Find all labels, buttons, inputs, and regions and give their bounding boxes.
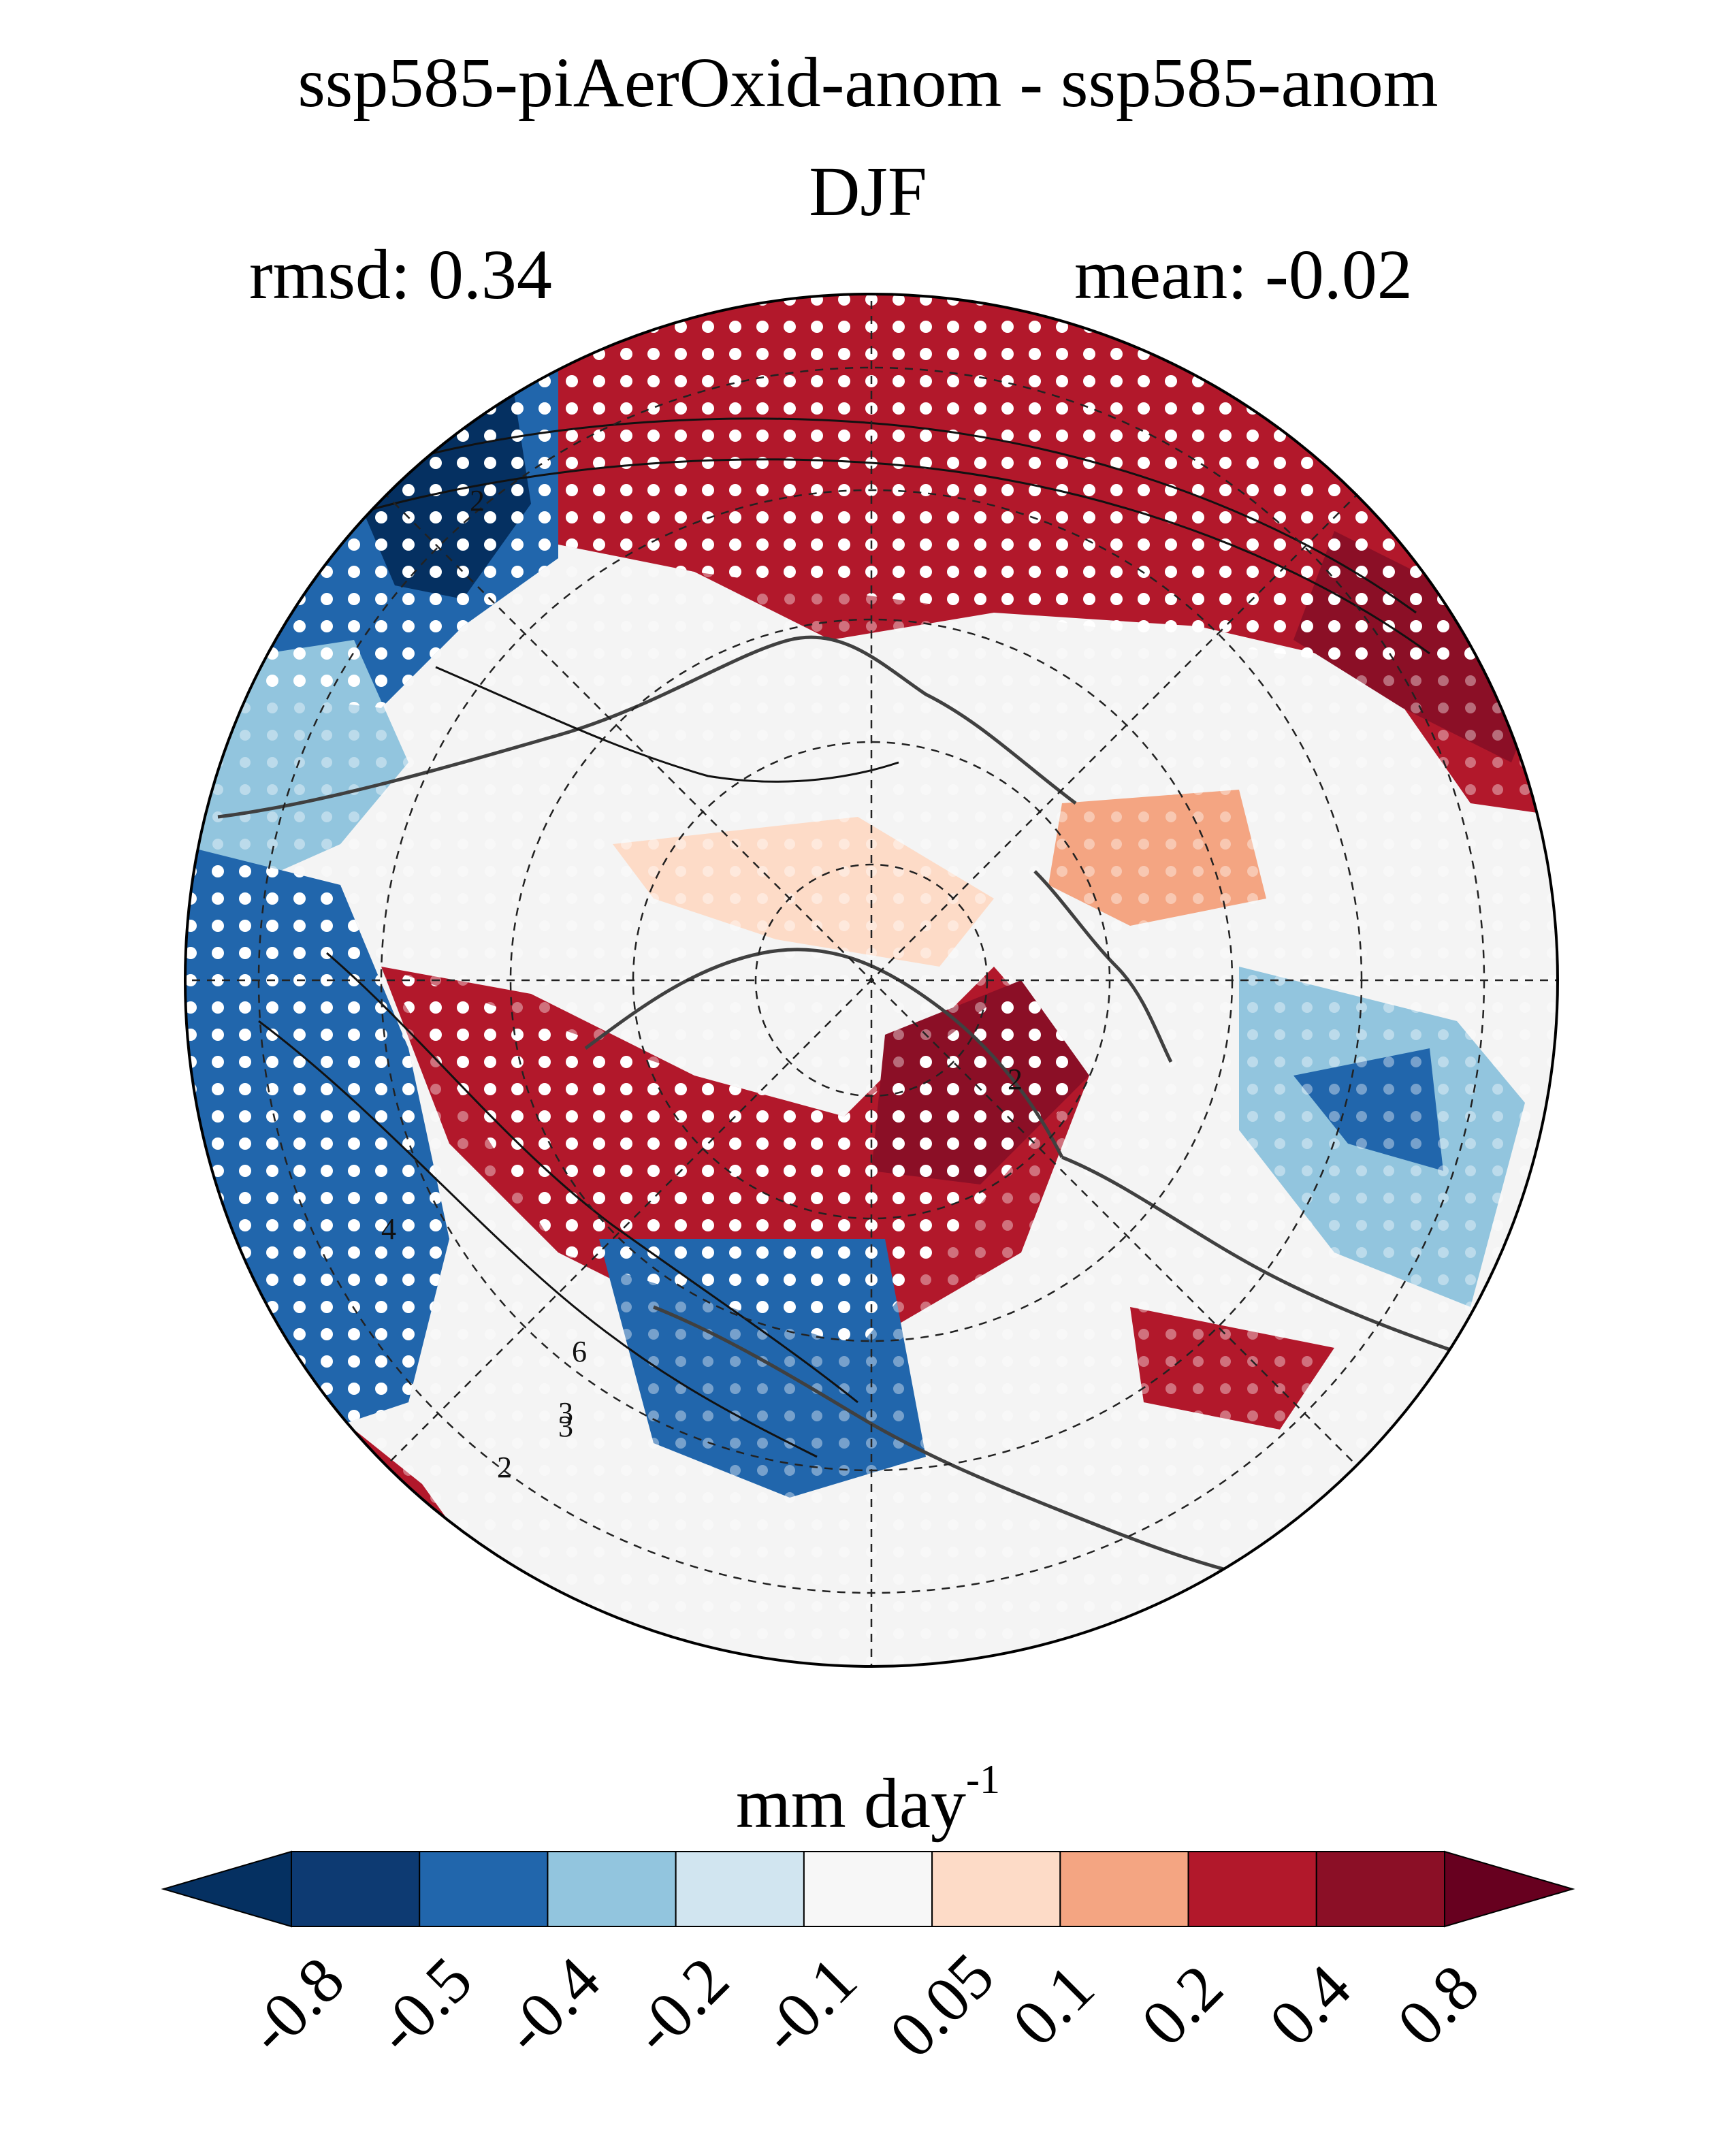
colorbar-box	[419, 1851, 549, 1927]
contour-line	[258, 1020, 818, 1458]
colorbar-tick-label: 0.8	[1383, 1950, 1493, 2060]
coastline	[1061, 1155, 1526, 1377]
colorbar-unit-exponent: -1	[965, 1757, 1000, 1802]
colorbar-tick-label: -0.1	[745, 1942, 871, 2068]
colorbar-tick-label: -0.2	[617, 1942, 743, 2068]
colorbar-unit: mm day	[736, 1764, 966, 1843]
colorbar-tick-label: -0.8	[233, 1942, 358, 2068]
title-line-1: ssp585-piAerOxid-anom - ssp585-anom	[298, 44, 1438, 122]
mean-label: mean: -0.02	[1074, 236, 1413, 314]
contour-line	[312, 417, 1417, 614]
map-border	[184, 293, 1559, 1668]
contour-label: 2	[497, 1451, 512, 1484]
colorbar-tick-label: -0.4	[489, 1942, 614, 2068]
contour-label: 2	[470, 484, 485, 517]
colorbar-tick-label: 0.05	[875, 1939, 1008, 2071]
coastline	[653, 1305, 1267, 1581]
colorbar-box	[675, 1851, 805, 1927]
colorbar-box	[803, 1851, 933, 1927]
coastline	[1033, 870, 1173, 1063]
coastline	[584, 948, 1064, 1159]
contour-line	[299, 458, 1430, 655]
colorbar-box	[931, 1851, 1061, 1927]
colorbar-unit-label: mm day-1	[0, 1756, 1736, 1844]
colorbar-box	[1059, 1851, 1189, 1927]
colorbar-box	[1187, 1851, 1317, 1927]
contour-line	[435, 666, 899, 783]
contour-label: 2	[1008, 1063, 1023, 1096]
colorbar-tick-label: 0.1	[999, 1950, 1108, 2060]
colorbar-extend-low	[161, 1850, 292, 1928]
significance-stippling	[531, 294, 1539, 667]
colorbar-box	[547, 1851, 677, 1927]
significance-stippling	[381, 967, 1089, 1348]
rmsd-label: rmsd: 0.34	[249, 236, 552, 314]
contour-label: 3	[558, 1396, 573, 1430]
colorbar-box	[291, 1851, 421, 1927]
colorbar-tick-label: 0.4	[1255, 1950, 1365, 2060]
polar-map: 2 2 3 4 6 3 2	[184, 293, 1559, 1668]
colorbar-box	[1315, 1851, 1446, 1927]
coastline	[217, 635, 1077, 819]
contour-label: 4	[381, 1212, 396, 1246]
colorbar-tick-label: 0.2	[1127, 1950, 1236, 2060]
graticule	[185, 294, 1558, 1666]
colorbar	[161, 1850, 1575, 1928]
contour-label: 6	[572, 1335, 587, 1368]
colorbar-extend-high	[1444, 1850, 1575, 1928]
colorbar-tick-label: -0.5	[361, 1942, 486, 2068]
contour-label: 3	[558, 1410, 573, 1443]
contour-line	[326, 952, 858, 1404]
title-line-2: DJF	[809, 152, 927, 231]
